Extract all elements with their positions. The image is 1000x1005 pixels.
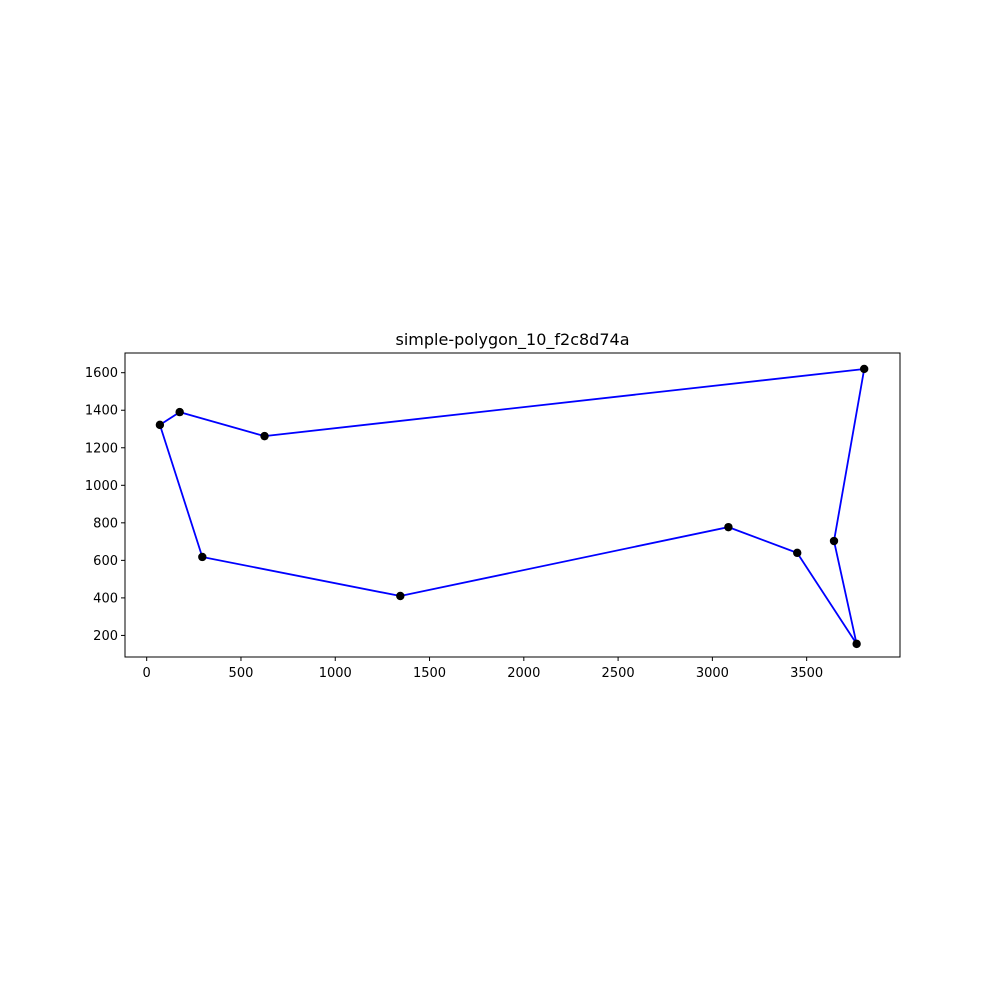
x-tick-label: 3000 (696, 666, 729, 681)
vertex-point (793, 548, 802, 558)
x-tick-label: 0 (143, 666, 151, 681)
vertex-point (724, 522, 733, 532)
x-axis-ticks: 0 500 1000 1500 2000 2500 3000 3500 (143, 657, 823, 681)
y-tick-label: 800 (93, 516, 118, 531)
vertex-point (260, 431, 269, 441)
x-tick-label: 2000 (507, 666, 540, 681)
chart-title: simple-polygon_10_f2c8d74a (396, 330, 630, 350)
vertex-point (175, 407, 184, 417)
y-axis-ticks: 200 400 600 800 1000 1200 1400 1600 (85, 366, 125, 644)
polygon-edge-line (158, 367, 866, 645)
plot-frame (124, 352, 901, 658)
vertex-point (198, 552, 207, 562)
vertex-point (155, 420, 165, 430)
vertex-point (859, 364, 869, 374)
series-layer (155, 364, 869, 649)
x-tick-label: 1500 (413, 666, 446, 681)
x-tick-label: 500 (229, 666, 254, 681)
vertex-point (829, 536, 839, 546)
x-tick-label: 2500 (602, 666, 635, 681)
y-tick-label: 600 (93, 554, 118, 569)
x-tick-label: 3500 (790, 666, 823, 681)
y-tick-label: 400 (93, 591, 118, 606)
y-tick-label: 1600 (85, 366, 118, 381)
y-tick-label: 1000 (85, 479, 118, 494)
x-tick-label: 1000 (319, 666, 352, 681)
y-tick-label: 1400 (85, 404, 118, 419)
y-tick-label: 1200 (85, 441, 118, 456)
vertex-point (396, 591, 405, 601)
vertex-point (852, 639, 861, 649)
y-tick-label: 200 (93, 629, 118, 644)
